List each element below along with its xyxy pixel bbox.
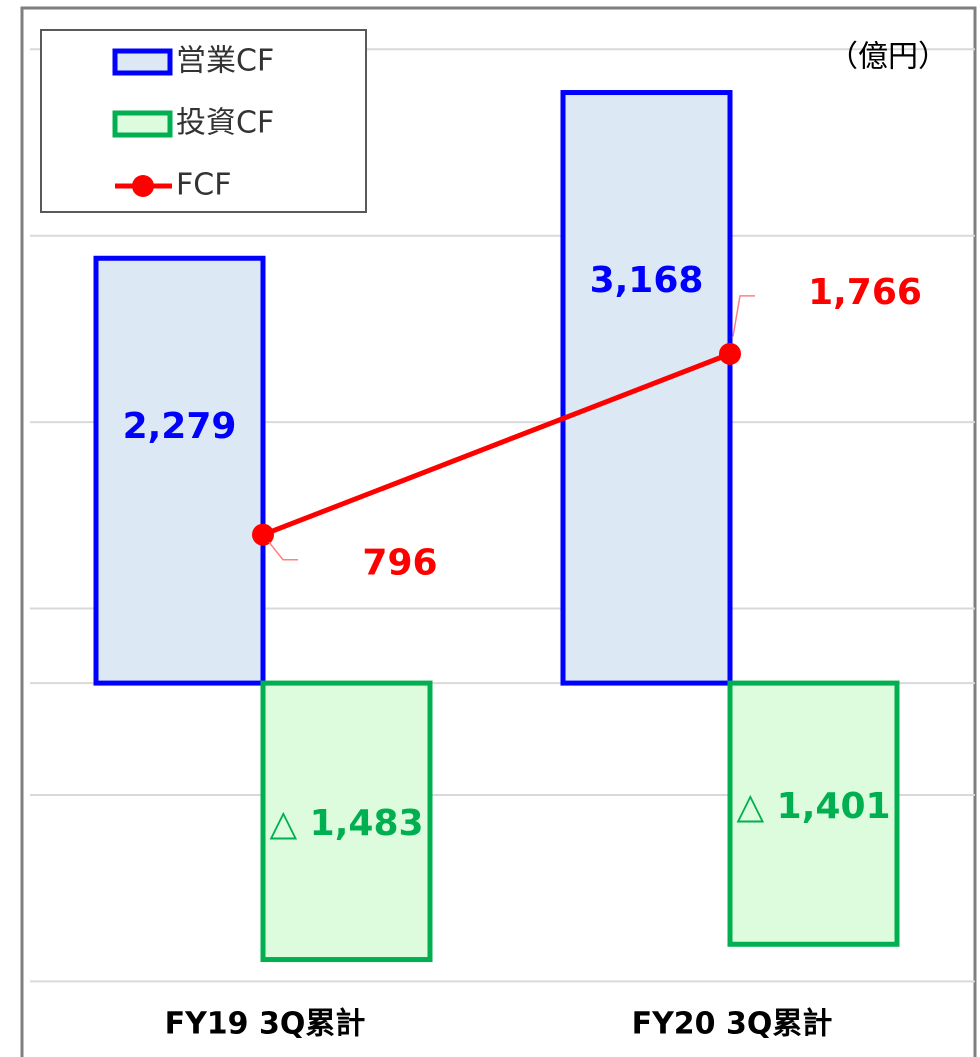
- line: [262, 351, 731, 538]
- marks: 2,279 3,168 △ 1,483 △ 1,401 796 1,766: [93, 90, 922, 963]
- data-label: △ 1,401: [736, 786, 890, 827]
- bar: [93, 255, 266, 686]
- legend-label: 営業CF: [176, 44, 274, 79]
- legend-label: 投資CF: [176, 106, 274, 141]
- x-tick-label: FY20 3Q累計: [632, 1007, 833, 1042]
- data-label: 1,766: [808, 272, 922, 313]
- legend-box: [40, 29, 367, 213]
- legend-swatch: [132, 175, 154, 197]
- legend-label: FCF: [176, 168, 231, 203]
- leader-line: [268, 541, 298, 561]
- data-label: 796: [362, 543, 437, 584]
- data-label: △ 1,483: [269, 803, 423, 844]
- leader-line: [732, 295, 755, 337]
- legend-swatch: [112, 48, 173, 76]
- x-tick-label: FY19 3Q累計: [165, 1007, 366, 1042]
- marker: [719, 342, 741, 365]
- data-label: 3,168: [590, 260, 704, 301]
- legend-swatch: [112, 110, 173, 138]
- bar: [727, 680, 900, 947]
- legend: 営業CF 投資CF FCF: [112, 44, 274, 203]
- unit-label: （億円）: [828, 40, 948, 75]
- data-label: 2,279: [123, 406, 237, 447]
- bar: [260, 680, 433, 963]
- marker: [252, 523, 274, 546]
